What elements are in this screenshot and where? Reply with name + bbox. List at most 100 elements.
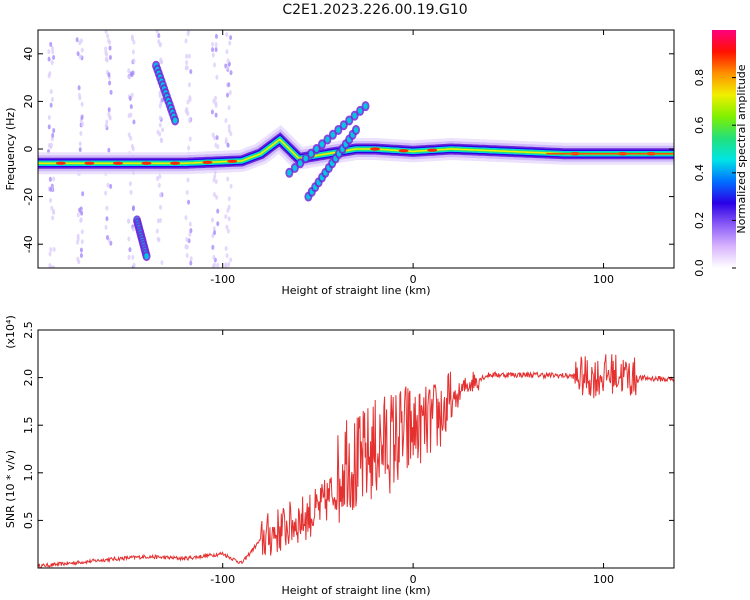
speckle xyxy=(229,131,233,137)
speckle xyxy=(189,256,193,262)
speckle xyxy=(131,49,135,55)
chart-title: C2E1.2023.226.00.19.G10 xyxy=(282,2,468,18)
streak-core xyxy=(172,117,178,124)
speckle xyxy=(155,228,159,234)
streak-core xyxy=(336,126,341,133)
speckle xyxy=(211,41,215,47)
speckle xyxy=(79,217,83,223)
speckle xyxy=(211,52,215,58)
speckle xyxy=(228,90,232,96)
speckle xyxy=(79,247,83,253)
speckle xyxy=(49,142,53,148)
speckle xyxy=(214,112,218,118)
streak-core xyxy=(341,122,346,129)
speckle xyxy=(108,45,112,51)
speckle xyxy=(108,80,112,86)
speckle xyxy=(228,40,232,46)
speckle xyxy=(80,121,84,127)
speckle xyxy=(130,92,134,98)
speckle xyxy=(227,82,231,88)
colorbar-tick-label: 0.0 xyxy=(693,259,706,277)
speckle xyxy=(129,135,133,141)
speckle xyxy=(229,183,233,189)
colorbar-tick-label: 0.8 xyxy=(693,69,706,87)
colorbar-tick-label: 0.4 xyxy=(693,164,706,182)
speckle xyxy=(105,235,109,241)
speckle xyxy=(52,208,56,214)
speckle xyxy=(156,218,160,224)
speckle xyxy=(189,69,193,75)
speckle xyxy=(129,104,133,110)
speckle xyxy=(80,239,84,245)
speckle xyxy=(78,141,82,147)
speckle xyxy=(211,132,215,138)
speckle xyxy=(79,130,83,136)
y-tick-label: 1.5 xyxy=(22,416,35,434)
speckle xyxy=(105,119,109,125)
speckle xyxy=(158,103,162,109)
speckle xyxy=(212,98,216,104)
speckle xyxy=(226,208,230,214)
speckle xyxy=(78,207,82,213)
speckle xyxy=(226,228,230,234)
hotspot xyxy=(170,161,181,165)
speckle xyxy=(104,46,108,52)
speckle xyxy=(188,231,192,237)
speckle xyxy=(51,49,55,55)
speckle xyxy=(108,115,112,121)
speckle xyxy=(76,51,80,57)
speckle xyxy=(127,236,131,242)
speckle xyxy=(229,257,233,263)
speckle xyxy=(76,236,80,242)
streak-core xyxy=(308,150,314,157)
streak-core xyxy=(325,136,330,143)
speckle xyxy=(188,136,192,142)
spectrogram-layer xyxy=(38,30,674,268)
speckle xyxy=(128,247,132,253)
colorbar-label: Normalized spectral amplitude xyxy=(735,64,748,233)
y-tick-label: -40 xyxy=(22,235,35,253)
hotspot xyxy=(202,160,213,164)
speckle xyxy=(132,119,136,125)
speckle xyxy=(108,54,112,60)
speckle xyxy=(161,127,165,133)
speckle xyxy=(211,47,215,53)
speckle xyxy=(186,99,190,105)
speckle xyxy=(212,226,216,232)
speckle xyxy=(49,102,53,108)
speckle xyxy=(105,205,109,211)
speckle xyxy=(185,237,189,243)
y-axis-label: Frequency (Hz) xyxy=(4,108,17,191)
speckle xyxy=(189,260,193,266)
hotspot xyxy=(84,161,95,165)
speckle xyxy=(50,265,54,268)
speckle xyxy=(185,65,189,71)
speckle xyxy=(129,189,133,195)
speckle xyxy=(75,37,79,43)
speckle xyxy=(156,129,160,135)
speckle xyxy=(109,183,113,189)
speckle xyxy=(225,224,229,230)
speckle xyxy=(216,221,220,227)
speckle xyxy=(127,254,131,260)
speckle xyxy=(52,54,56,60)
speckle xyxy=(158,42,162,48)
speckle xyxy=(128,96,132,102)
speckle xyxy=(225,32,229,38)
y-tick-label: 1.0 xyxy=(22,464,35,482)
speckle xyxy=(226,92,230,98)
speckle xyxy=(81,191,85,197)
speckle xyxy=(131,254,135,260)
speckle xyxy=(187,199,191,205)
speckle xyxy=(158,174,162,180)
y-tick-label: 0 xyxy=(22,146,35,153)
snr-series-line xyxy=(38,354,674,568)
speckle xyxy=(212,192,216,198)
speckle xyxy=(49,41,53,47)
speckle xyxy=(78,54,82,60)
streak-core xyxy=(287,169,292,176)
speckle xyxy=(187,53,191,59)
speckle xyxy=(51,215,55,221)
hotspot xyxy=(112,161,123,165)
speckle xyxy=(214,47,218,53)
